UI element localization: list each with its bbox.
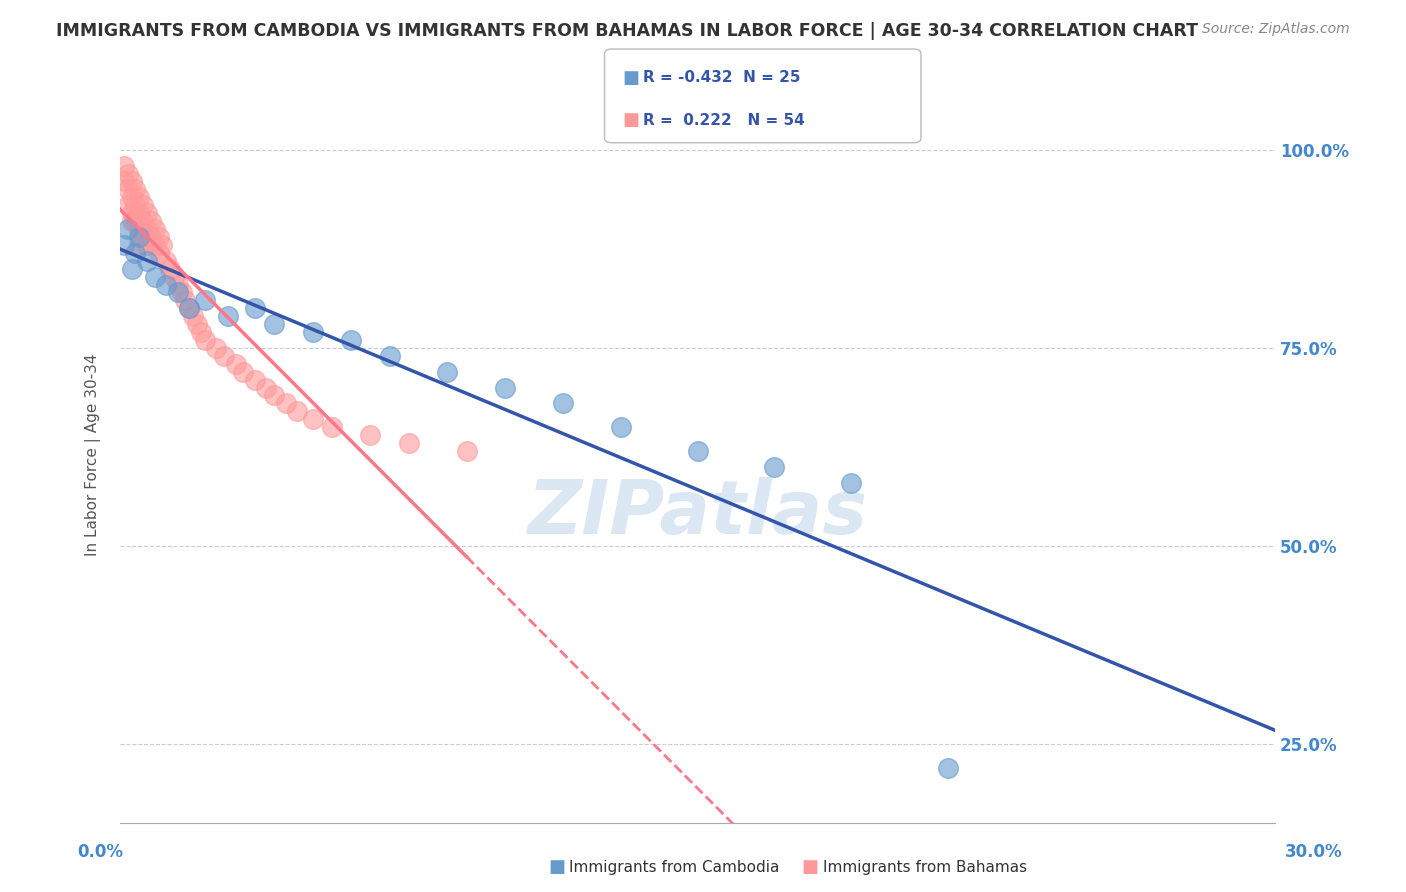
Point [359, 428, 381, 442]
Point [166, 285, 188, 300]
Text: R = -0.432  N = 25: R = -0.432 N = 25 [643, 70, 800, 85]
Point [139, 230, 162, 244]
Point [163, 269, 186, 284]
Point [179, 301, 201, 316]
Point [117, 222, 139, 236]
Point [456, 444, 478, 458]
Point [143, 238, 166, 252]
Point [128, 238, 150, 252]
Point [186, 317, 208, 331]
Point [398, 436, 420, 450]
Point [112, 238, 135, 252]
Point [179, 301, 201, 316]
Point [841, 475, 863, 490]
Text: Source: ZipAtlas.com: Source: ZipAtlas.com [1202, 22, 1350, 37]
Point [263, 317, 285, 331]
Point [117, 167, 139, 181]
Point [181, 310, 204, 324]
Point [128, 206, 150, 220]
Point [148, 230, 170, 244]
Point [340, 333, 363, 347]
Point [217, 310, 239, 324]
Point [136, 222, 159, 236]
Point [378, 349, 401, 363]
Point [551, 396, 574, 410]
Point [194, 333, 217, 347]
Point [194, 293, 217, 308]
Point [128, 190, 150, 204]
Point [121, 261, 143, 276]
Point [609, 420, 631, 434]
Point [136, 238, 159, 252]
Point [285, 404, 308, 418]
Point [132, 198, 155, 212]
Point [124, 245, 146, 260]
Point [232, 365, 254, 379]
Point [301, 412, 323, 426]
Point [205, 341, 228, 355]
Point [124, 198, 146, 212]
Text: 30.0%: 30.0% [1285, 843, 1343, 861]
Point [121, 174, 143, 188]
Text: Immigrants from Bahamas: Immigrants from Bahamas [823, 860, 1026, 874]
Point [321, 420, 343, 434]
Point [139, 214, 162, 228]
Point [121, 214, 143, 228]
Point [143, 222, 166, 236]
Text: 0.0%: 0.0% [77, 843, 124, 861]
Point [121, 190, 143, 204]
Point [225, 357, 247, 371]
Point [136, 253, 159, 268]
Point [190, 325, 212, 339]
Point [148, 245, 170, 260]
Point [117, 198, 139, 212]
Text: ■: ■ [801, 858, 818, 876]
Y-axis label: In Labor Force | Age 30-34: In Labor Force | Age 30-34 [86, 353, 101, 557]
Text: ■: ■ [623, 69, 640, 87]
Point [159, 261, 181, 276]
Point [132, 230, 155, 244]
Point [132, 214, 155, 228]
Text: ■: ■ [548, 858, 565, 876]
Point [112, 159, 135, 173]
Point [243, 301, 266, 316]
Point [763, 459, 786, 474]
Text: IMMIGRANTS FROM CAMBODIA VS IMMIGRANTS FROM BAHAMAS IN LABOR FORCE | AGE 30-34 C: IMMIGRANTS FROM CAMBODIA VS IMMIGRANTS F… [56, 22, 1198, 40]
Point [112, 174, 135, 188]
Point [436, 365, 458, 379]
Point [143, 269, 166, 284]
Text: R =  0.222   N = 54: R = 0.222 N = 54 [643, 113, 804, 128]
Point [128, 230, 150, 244]
Point [301, 325, 323, 339]
Point [243, 373, 266, 387]
Point [136, 206, 159, 220]
Point [936, 761, 959, 775]
Point [170, 285, 193, 300]
Point [155, 253, 177, 268]
Point [152, 238, 174, 252]
Point [155, 277, 177, 292]
Point [117, 182, 139, 196]
Point [212, 349, 235, 363]
Point [124, 182, 146, 196]
Text: ZIPatlas: ZIPatlas [527, 477, 868, 550]
Point [263, 388, 285, 402]
Point [128, 222, 150, 236]
Text: ■: ■ [623, 112, 640, 129]
Point [174, 293, 197, 308]
Point [166, 277, 188, 292]
Point [274, 396, 297, 410]
Point [494, 380, 516, 394]
Text: Immigrants from Cambodia: Immigrants from Cambodia [569, 860, 780, 874]
Point [121, 206, 143, 220]
Point [254, 380, 277, 394]
Point [686, 444, 709, 458]
Point [124, 214, 146, 228]
